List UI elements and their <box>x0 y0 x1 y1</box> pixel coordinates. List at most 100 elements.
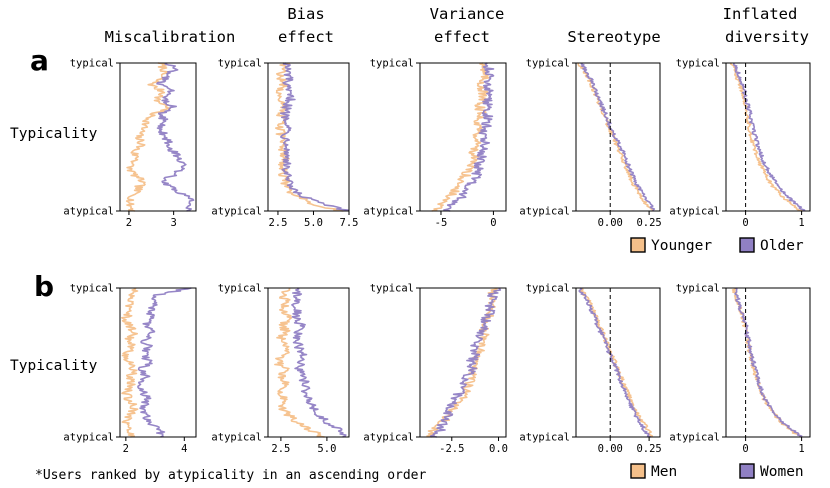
xtick-label-a-3-0: 0.00 <box>598 217 623 229</box>
series-line-a-1-0 <box>274 62 344 212</box>
series-line-b-1-0 <box>274 287 325 438</box>
series-line-a-3-0 <box>577 62 654 212</box>
ytick-label-atypical-a-4: atypical <box>669 206 720 218</box>
col-title-2-line-0: Variance <box>430 5 505 23</box>
subplot-a-2: typical atypical -5 0 <box>363 58 507 229</box>
series-line-b-2-1 <box>429 287 502 438</box>
ytick-label-typical-b-1: typical <box>218 283 262 295</box>
subplot-b-2: typical atypical -2.5 0.0 <box>363 283 508 456</box>
xtick-label-b-3-0: 0.00 <box>598 443 623 455</box>
legend-a-label-0: Younger <box>651 238 712 254</box>
subplot-a-1: typical atypical 2.5 5.0 7.5 <box>211 58 358 230</box>
ytick-label-atypical-a-0: atypical <box>63 206 114 218</box>
panel-letter-b: b <box>34 270 54 303</box>
subplot-a-4: typical atypical 0 1 <box>669 58 811 229</box>
legend-b-swatch-1 <box>739 463 755 479</box>
series-line-a-0-1 <box>156 62 195 212</box>
col-title-4-line-0: Inflated <box>723 5 798 23</box>
xtick-label-a-0-0: 2 <box>126 217 132 229</box>
axes-frame-b-2 <box>419 287 507 438</box>
ytick-label-typical-a-3: typical <box>526 58 570 70</box>
subplot-b-1: typical atypical 2.5 5.0 <box>211 283 350 455</box>
axes-frame-a-2 <box>419 62 507 212</box>
row-b-ylabel: Typicality <box>10 358 98 374</box>
series-line-b-1-1 <box>291 287 347 438</box>
ytick-label-atypical-a-1: atypical <box>211 206 262 218</box>
series-line-b-0-0 <box>121 287 139 438</box>
series-line-a-4-1 <box>732 62 806 211</box>
footnote: *Users ranked by atypicality in an ascen… <box>35 468 427 483</box>
axes-frame-a-1 <box>267 62 350 212</box>
legend-b-label-0: Men <box>651 464 677 480</box>
series-line-a-2-1 <box>443 62 495 212</box>
panel-letter-a: a <box>30 44 49 77</box>
xtick-label-b-1-1: 5.0 <box>317 443 336 455</box>
ytick-label-atypical-a-3: atypical <box>519 206 570 218</box>
series-line-b-3-1 <box>578 287 652 438</box>
axes-frame-b-0 <box>119 287 197 438</box>
legend-a-swatch-1 <box>739 237 755 253</box>
xtick-label-a-1-1: 5.0 <box>304 217 323 229</box>
xtick-label-b-4-0: 0 <box>742 443 748 455</box>
series-line-a-4-0 <box>729 62 803 212</box>
series-line-b-0-1 <box>137 287 192 438</box>
axes-frame-a-3 <box>575 62 661 212</box>
xtick-label-a-2-1: 0 <box>490 217 496 229</box>
col-title-0-line-0: Miscalibration <box>105 28 236 46</box>
xtick-label-b-4-1: 1 <box>798 443 804 455</box>
xtick-label-a-1-0: 2.5 <box>268 217 287 229</box>
ytick-label-atypical-b-0: atypical <box>63 432 114 444</box>
legend-b-swatch-0 <box>630 463 646 479</box>
axes-frame-b-4 <box>725 287 811 438</box>
subplot-a-3: typical atypical 0.00 0.25 <box>519 58 661 230</box>
series-line-b-4-0 <box>731 287 802 438</box>
xtick-label-a-1-2: 7.5 <box>340 217 359 229</box>
ytick-label-typical-b-2: typical <box>370 283 414 295</box>
ytick-label-atypical-b-1: atypical <box>211 432 262 444</box>
xtick-label-b-1-0: 2.5 <box>271 443 290 455</box>
xtick-label-b-0-1: 4 <box>181 443 187 455</box>
series-line-b-4-1 <box>734 287 803 438</box>
column-titles: Miscalibration Bias effect Variance effe… <box>105 5 809 46</box>
xtick-label-b-3-1: 0.25 <box>636 443 661 455</box>
legend-a-swatch-0 <box>630 237 646 253</box>
xtick-label-a-3-1: 0.25 <box>636 217 661 229</box>
row-a-ylabel: Typicality <box>10 126 98 142</box>
ytick-label-typical-a-1: typical <box>218 58 262 70</box>
series-line-b-3-0 <box>579 287 654 438</box>
legend-a-label-1: Older <box>760 238 804 254</box>
ytick-label-atypical-b-4: atypical <box>669 432 720 444</box>
series-line-a-1-1 <box>279 62 349 212</box>
series-line-a-0-0 <box>125 62 171 212</box>
ytick-label-atypical-b-2: atypical <box>363 432 414 444</box>
xtick-label-a-0-1: 3 <box>170 217 176 229</box>
subplot-b-0: typical atypical 2 4 <box>63 283 197 455</box>
xtick-label-b-0-0: 2 <box>123 443 129 455</box>
ytick-label-typical-a-4: typical <box>676 58 720 70</box>
xtick-label-a-4-1: 1 <box>798 217 804 229</box>
ytick-label-typical-b-3: typical <box>526 283 570 295</box>
ytick-label-typical-a-0: typical <box>70 58 114 70</box>
ytick-label-atypical-a-2: atypical <box>363 206 414 218</box>
col-title-4-line-1: diversity <box>725 28 809 46</box>
ytick-label-typical-a-2: typical <box>370 58 414 70</box>
col-title-1-line-1: effect <box>278 28 334 46</box>
series-line-a-3-1 <box>580 62 656 212</box>
xtick-label-a-2-0: -5 <box>435 217 448 229</box>
series-line-a-2-0 <box>431 62 490 212</box>
col-title-2-line-1: effect <box>434 28 490 46</box>
axes-frame-a-0 <box>119 62 197 212</box>
ytick-label-typical-b-0: typical <box>70 283 114 295</box>
plots: typical atypical 2 3 typical atypical 2.5 5.0 7.… <box>63 58 811 456</box>
axes-frame-b-3 <box>575 287 661 438</box>
col-title-3-line-0: Stereotype <box>567 28 660 46</box>
axes-frame-b-1 <box>267 287 350 438</box>
xtick-label-b-2-0: -2.5 <box>439 443 464 455</box>
legend-b: Men Women <box>630 463 804 480</box>
subplot-a-0: typical atypical 2 3 <box>63 58 197 229</box>
xtick-label-a-4-0: 0 <box>742 217 748 229</box>
legend-a: Younger Older <box>630 237 804 254</box>
subplot-b-4: typical atypical 0 1 <box>669 283 811 455</box>
legend-b-label-1: Women <box>760 464 804 480</box>
